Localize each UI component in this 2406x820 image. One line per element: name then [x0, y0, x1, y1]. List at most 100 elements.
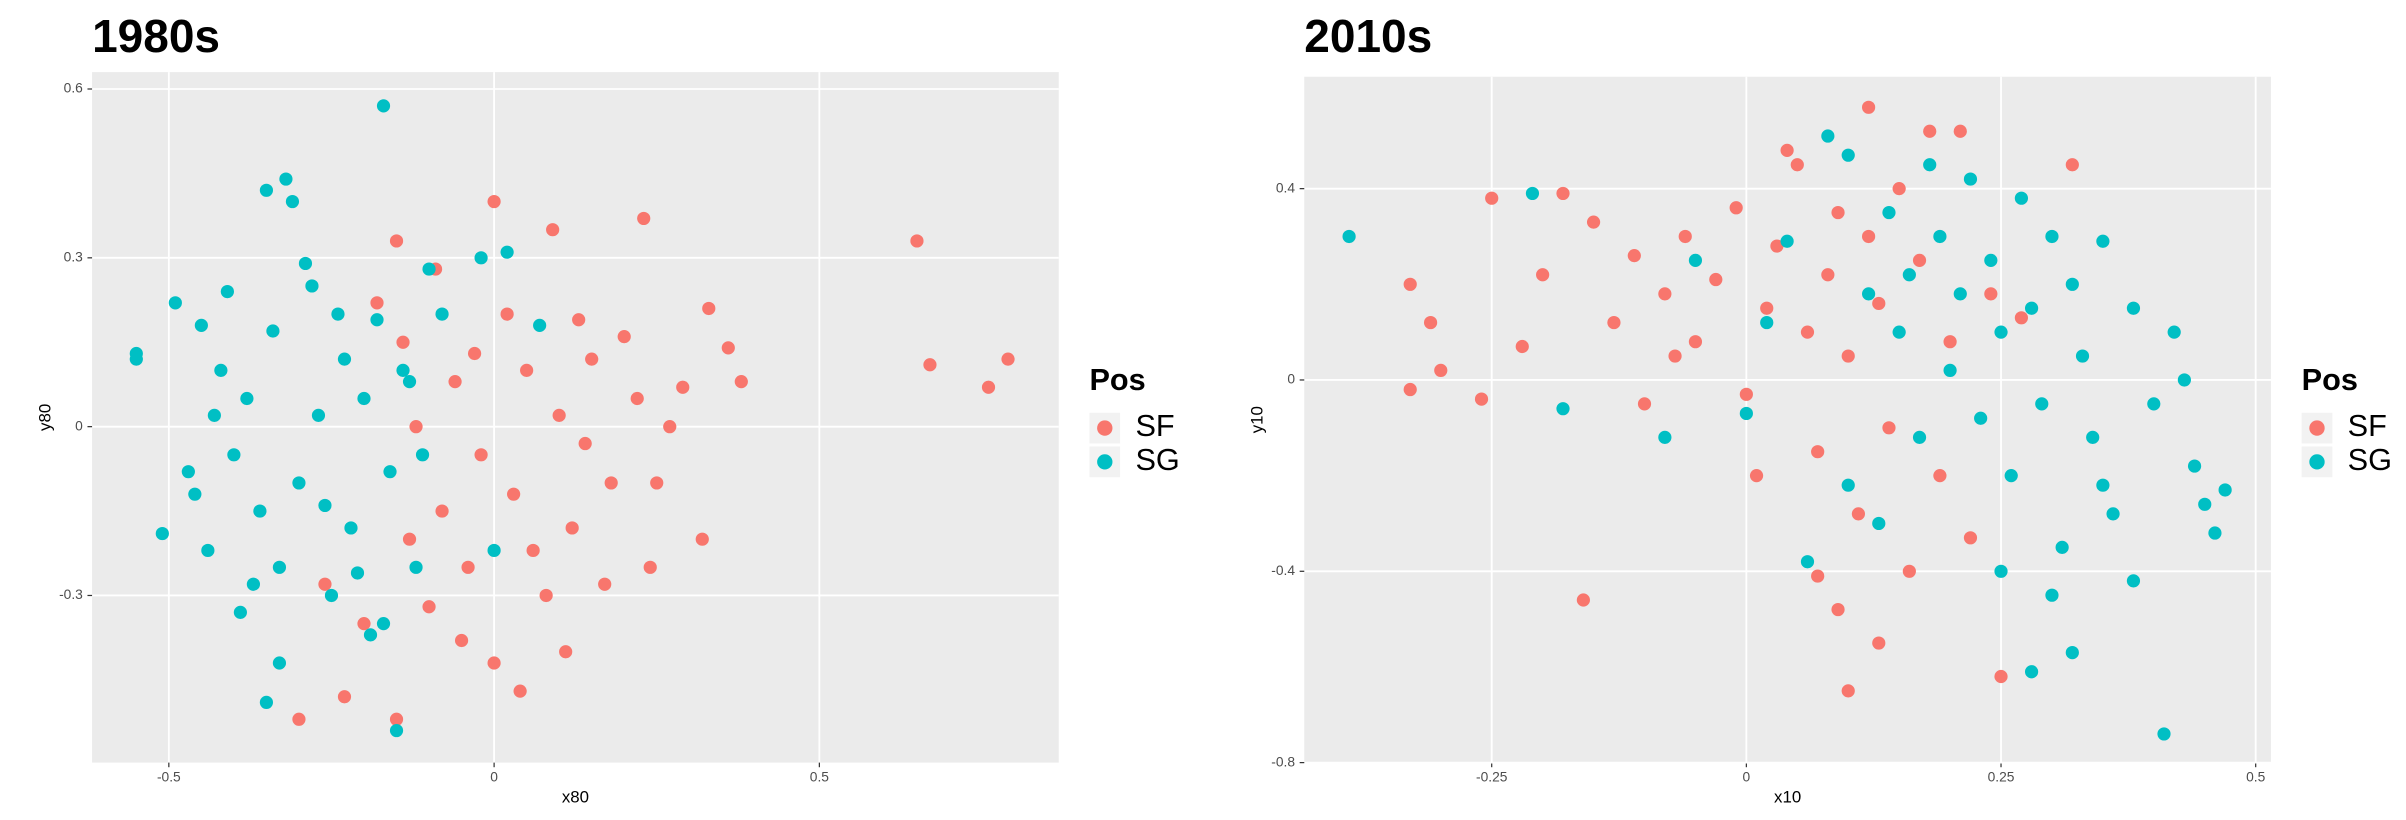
y-tick-label: 0.3 [64, 249, 84, 264]
point [1658, 287, 1672, 301]
point [227, 448, 241, 462]
point [1525, 186, 1540, 201]
point [1892, 182, 1906, 196]
point [129, 352, 143, 366]
point [734, 375, 748, 389]
point [2065, 277, 2079, 291]
point [454, 633, 469, 648]
point [585, 352, 599, 366]
point [2014, 191, 2028, 205]
point [663, 420, 677, 434]
point [259, 695, 274, 709]
legend-symbol [1097, 454, 1113, 470]
plot-panel [1304, 76, 2271, 763]
point [1627, 249, 1641, 263]
point [233, 605, 247, 619]
point [1556, 186, 1570, 201]
point [1739, 406, 1753, 421]
legend-label: SF [1135, 408, 1174, 443]
point [1536, 268, 1550, 282]
point [1800, 555, 1815, 569]
point [695, 532, 709, 546]
point [702, 301, 716, 316]
point [1780, 143, 1794, 157]
x-tick-label: 0.5 [2246, 770, 2266, 785]
point [1760, 315, 1774, 330]
point [2024, 665, 2039, 679]
point [552, 408, 566, 422]
point [1841, 684, 1855, 698]
point [1576, 593, 1590, 607]
point [2045, 588, 2059, 602]
point [1474, 392, 1489, 406]
point [1994, 325, 2008, 339]
point [1994, 564, 2008, 578]
point [298, 256, 313, 271]
legend-label: SF [2348, 408, 2387, 443]
point [1872, 636, 1886, 650]
point [923, 358, 937, 372]
point [2045, 229, 2059, 244]
point [572, 313, 586, 327]
point [643, 560, 657, 574]
point [546, 223, 560, 237]
point [292, 712, 306, 726]
legend-title: Pos [2302, 362, 2358, 397]
point [363, 628, 378, 642]
point [1841, 349, 1855, 363]
x-tick-label: -0.25 [1476, 770, 1508, 785]
point [1841, 478, 1855, 492]
point [272, 560, 287, 574]
point [1739, 387, 1753, 401]
point [467, 346, 482, 361]
point [1851, 507, 1866, 521]
point [409, 420, 423, 434]
point [1821, 268, 1835, 282]
point [2157, 727, 2171, 741]
point [2208, 526, 2222, 540]
point [2065, 158, 2079, 172]
point [474, 251, 488, 265]
point [383, 465, 397, 479]
point [1770, 239, 1784, 253]
point [513, 684, 527, 698]
point [533, 318, 547, 332]
point [435, 307, 449, 321]
legend-title: Pos [1089, 362, 1145, 397]
y-tick-label: 0 [1287, 372, 1295, 387]
point [1984, 253, 1998, 267]
point [2055, 540, 2069, 554]
point [2075, 349, 2090, 363]
point [389, 712, 404, 726]
legend-symbol [2309, 454, 2325, 470]
legend-symbol [1097, 420, 1113, 436]
point [487, 656, 501, 670]
point [2126, 301, 2141, 315]
point [1953, 287, 1967, 301]
point [1862, 229, 1876, 244]
legend-label: SG [2348, 442, 2392, 477]
point [1923, 158, 1937, 172]
point [500, 245, 514, 259]
point [285, 194, 300, 209]
point [1811, 445, 1825, 459]
point [1882, 205, 1896, 220]
point [337, 690, 352, 704]
point [1678, 229, 1692, 244]
point [422, 262, 436, 276]
point [409, 560, 423, 574]
point [2167, 325, 2181, 339]
point [1688, 335, 1703, 349]
point [324, 588, 339, 603]
point [578, 436, 592, 451]
point [1800, 325, 1815, 339]
point [240, 391, 254, 406]
point [2086, 430, 2100, 444]
point [389, 723, 404, 738]
point [188, 487, 202, 501]
x-tick-label: 0.25 [1988, 770, 2015, 785]
point [1556, 402, 1570, 416]
y-tick-label: 0.6 [64, 81, 84, 96]
point [415, 448, 430, 462]
